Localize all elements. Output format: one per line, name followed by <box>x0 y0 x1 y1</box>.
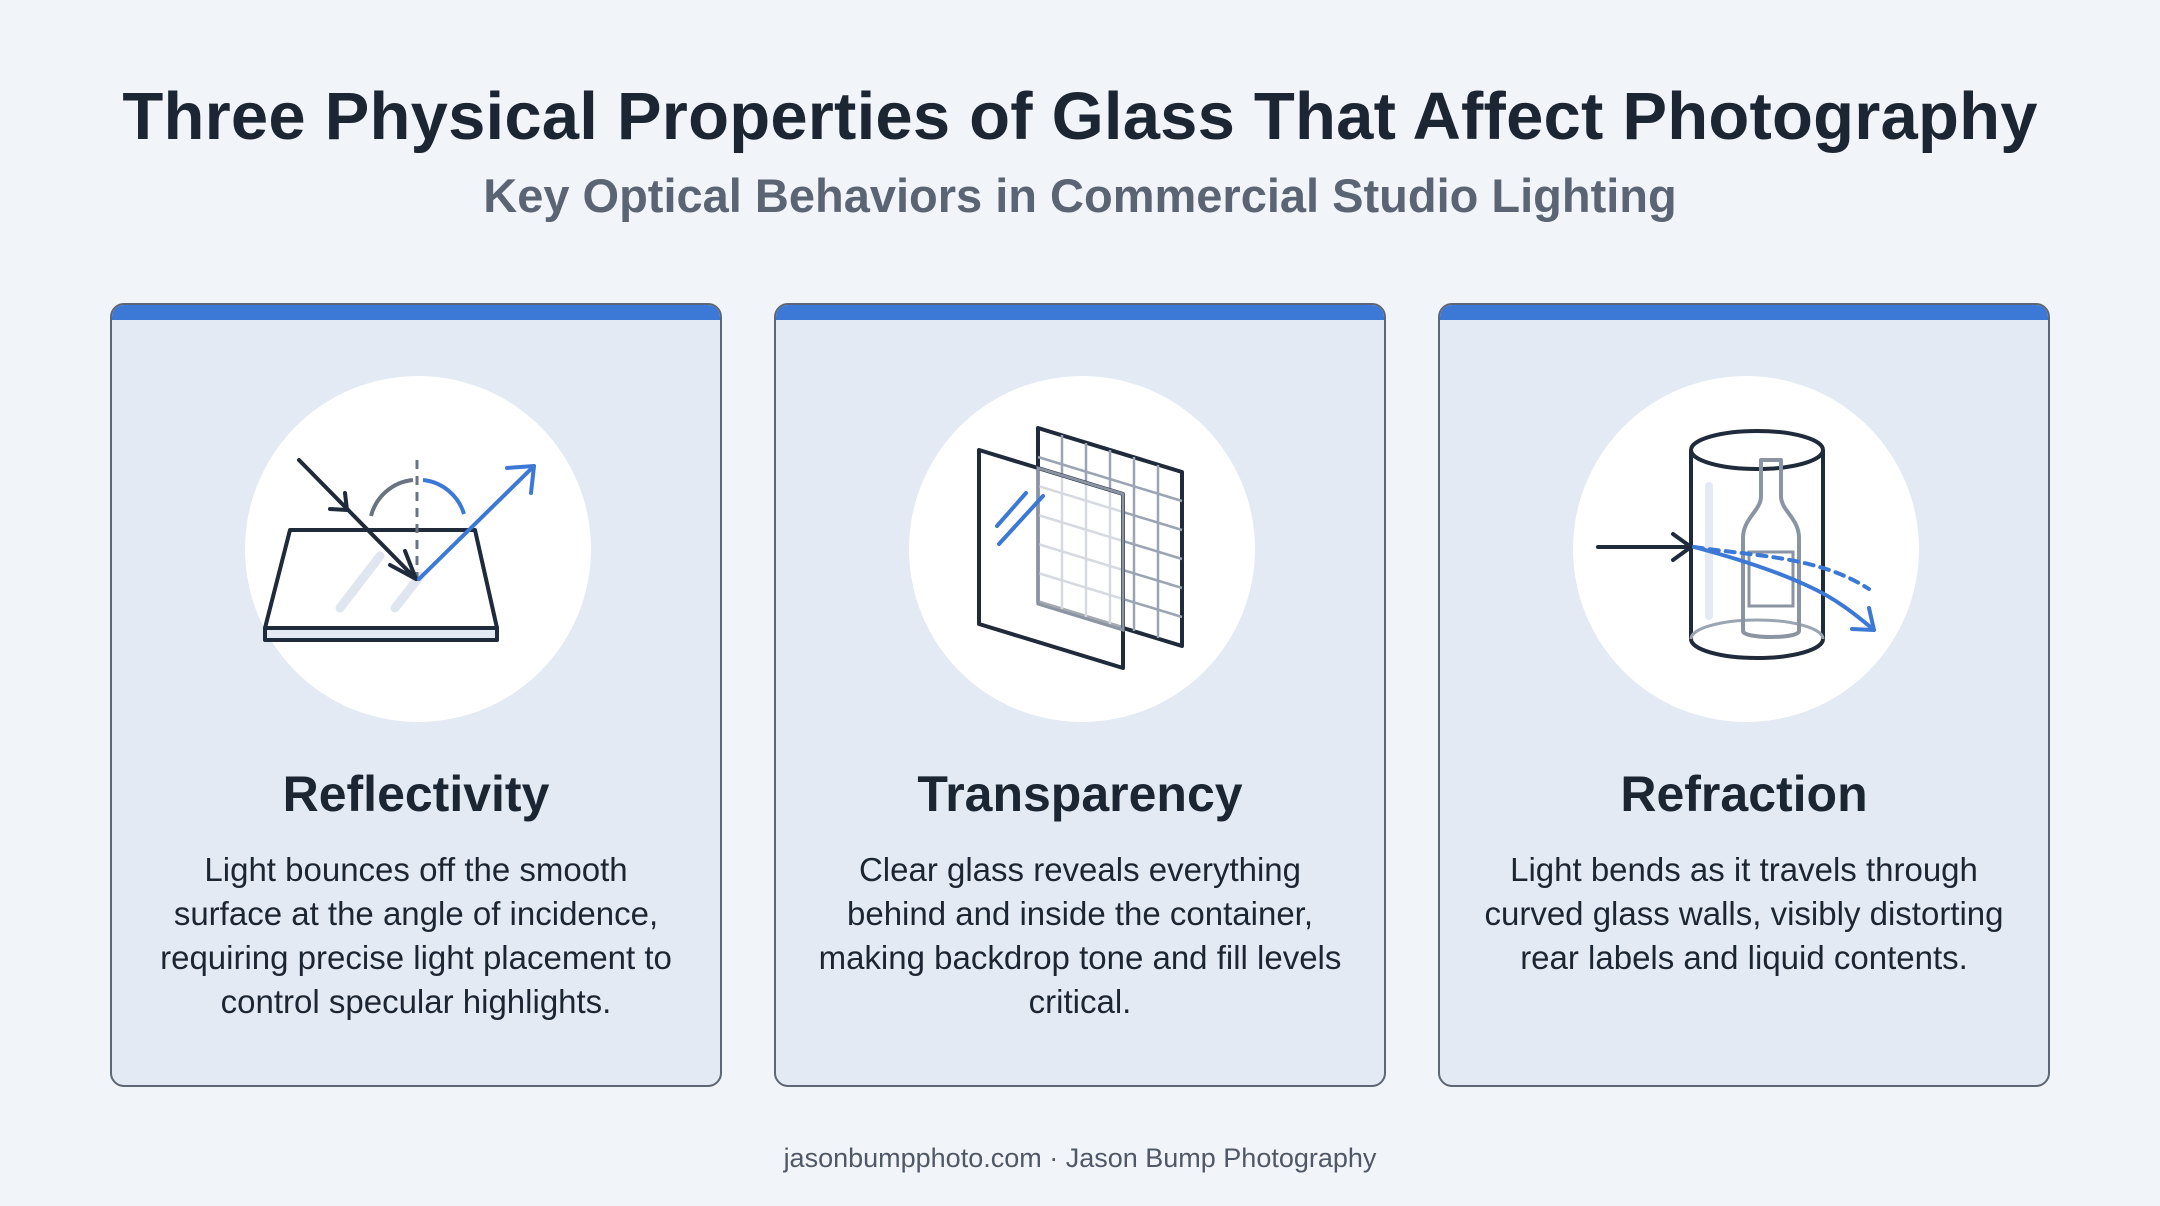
transparency-icon <box>977 426 1184 670</box>
icon-circle <box>1573 376 1919 722</box>
page-subtitle: Key Optical Behaviors in Commercial Stud… <box>483 169 1677 222</box>
card-reflectivity: Reflectivity Light bounces off the smoot… <box>110 303 722 1087</box>
card-description: Light bounces off the smooth surface at … <box>160 851 672 1020</box>
footer-credit[interactable]: jasonbumpphoto.com · Jason Bump Photogra… <box>783 1143 1377 1173</box>
card-description: Light bends as it travels through curved… <box>1484 851 2004 976</box>
card-description: Clear glass reveals everything behind an… <box>818 851 1342 1020</box>
icon-circle <box>909 376 1255 722</box>
reflection-icon <box>263 458 536 642</box>
refraction-icon <box>1596 429 1876 660</box>
card-title: Transparency <box>917 766 1243 822</box>
card-accent-bar <box>776 305 1384 320</box>
card-accent-bar <box>112 305 720 320</box>
card-refraction: Refraction Light bends as it travels thr… <box>1438 303 2050 1087</box>
card-title: Reflectivity <box>282 766 550 822</box>
card-title: Refraction <box>1620 766 1868 822</box>
card-accent-bar <box>1440 305 2048 320</box>
page-title: Three Physical Properties of Glass That … <box>122 79 2038 154</box>
icon-circle <box>245 376 591 722</box>
card-transparency: Transparency Clear glass reveals everyth… <box>774 303 1386 1087</box>
